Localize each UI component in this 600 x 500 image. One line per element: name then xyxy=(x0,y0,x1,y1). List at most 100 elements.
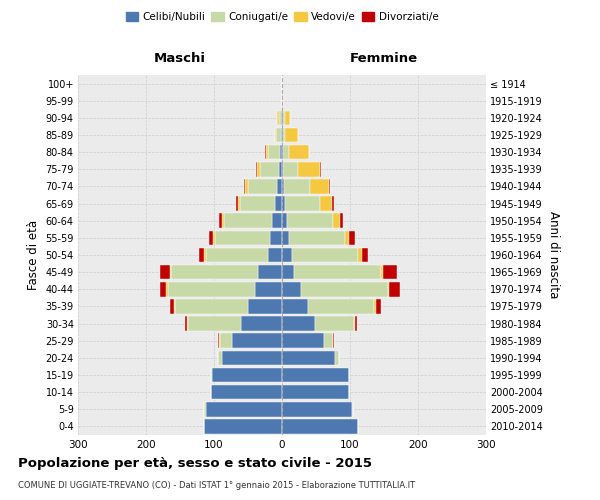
Bar xyxy=(244,179,245,194)
Bar xyxy=(282,282,301,296)
Bar xyxy=(260,162,278,176)
Bar xyxy=(352,402,353,416)
Bar xyxy=(314,316,354,331)
Bar xyxy=(206,402,282,416)
Bar xyxy=(222,350,282,365)
Bar xyxy=(272,214,282,228)
Bar xyxy=(283,145,289,160)
Bar xyxy=(215,230,271,245)
Bar xyxy=(278,162,282,176)
Text: Femmine: Femmine xyxy=(350,52,418,64)
Bar xyxy=(298,162,320,176)
Bar xyxy=(166,282,168,296)
Bar xyxy=(238,196,240,211)
Bar xyxy=(211,385,282,400)
Bar xyxy=(362,248,368,262)
Bar xyxy=(289,230,344,245)
Y-axis label: Anni di nascita: Anni di nascita xyxy=(547,212,560,298)
Bar xyxy=(271,230,282,245)
Bar xyxy=(212,368,282,382)
Bar xyxy=(335,350,339,365)
Bar xyxy=(282,145,283,160)
Bar xyxy=(282,385,349,400)
Bar xyxy=(282,196,285,211)
Bar xyxy=(188,316,241,331)
Bar xyxy=(283,128,286,142)
Bar xyxy=(160,282,166,296)
Bar xyxy=(255,282,282,296)
Bar xyxy=(211,368,212,382)
Bar xyxy=(174,299,175,314)
Bar xyxy=(236,196,238,211)
Bar xyxy=(281,110,282,125)
Bar xyxy=(218,334,220,348)
Text: Popolazione per età, sesso e stato civile - 2015: Popolazione per età, sesso e stato civil… xyxy=(18,458,372,470)
Bar xyxy=(268,145,280,160)
Bar xyxy=(287,214,333,228)
Bar xyxy=(332,196,334,211)
Bar xyxy=(381,265,383,280)
Bar xyxy=(282,128,283,142)
Bar xyxy=(354,316,355,331)
Bar xyxy=(170,265,171,280)
Bar xyxy=(218,350,222,365)
Bar xyxy=(265,145,266,160)
Bar xyxy=(340,214,343,228)
Bar xyxy=(324,334,333,348)
Bar xyxy=(282,214,287,228)
Bar xyxy=(282,316,314,331)
Bar xyxy=(222,214,224,228)
Bar xyxy=(333,334,334,348)
Bar xyxy=(282,110,283,125)
Bar xyxy=(388,282,389,296)
Bar xyxy=(285,196,320,211)
Bar xyxy=(160,265,170,280)
Y-axis label: Fasce di età: Fasce di età xyxy=(27,220,40,290)
Bar xyxy=(240,196,275,211)
Bar xyxy=(286,128,298,142)
Bar xyxy=(277,179,282,194)
Bar xyxy=(199,248,205,262)
Bar xyxy=(282,419,358,434)
Bar xyxy=(232,334,282,348)
Bar xyxy=(275,128,276,142)
Bar xyxy=(282,162,283,176)
Bar xyxy=(205,248,206,262)
Bar xyxy=(282,265,294,280)
Text: COMUNE DI UGGIATE-TREVANO (CO) - Dati ISTAT 1° gennaio 2015 - Elaborazione TUTTI: COMUNE DI UGGIATE-TREVANO (CO) - Dati IS… xyxy=(18,481,415,490)
Bar xyxy=(248,179,277,194)
Bar xyxy=(344,230,349,245)
Bar xyxy=(220,334,232,348)
Bar xyxy=(204,419,282,434)
Legend: Celibi/Nubili, Coniugati/e, Vedovi/e, Divorziati/e: Celibi/Nubili, Coniugati/e, Vedovi/e, Di… xyxy=(124,10,440,24)
Bar xyxy=(282,334,324,348)
Bar xyxy=(310,179,329,194)
Bar xyxy=(187,316,188,331)
Bar xyxy=(280,145,282,160)
Bar xyxy=(205,402,206,416)
Text: Maschi: Maschi xyxy=(154,52,206,64)
Bar xyxy=(282,368,349,382)
Bar xyxy=(209,230,214,245)
Bar xyxy=(389,282,400,296)
Bar xyxy=(355,316,357,331)
Bar xyxy=(281,128,282,142)
Bar xyxy=(308,145,309,160)
Bar xyxy=(245,179,248,194)
Bar xyxy=(282,299,308,314)
Bar xyxy=(376,299,381,314)
Bar xyxy=(257,162,260,176)
Bar xyxy=(349,230,355,245)
Bar xyxy=(224,214,272,228)
Bar xyxy=(333,214,340,228)
Bar xyxy=(294,265,381,280)
Bar xyxy=(256,162,257,176)
Bar xyxy=(301,282,388,296)
Bar xyxy=(171,265,258,280)
Bar xyxy=(284,179,310,194)
Bar xyxy=(219,214,222,228)
Bar xyxy=(168,282,255,296)
Bar xyxy=(258,265,282,280)
Bar xyxy=(289,145,308,160)
Bar xyxy=(248,299,282,314)
